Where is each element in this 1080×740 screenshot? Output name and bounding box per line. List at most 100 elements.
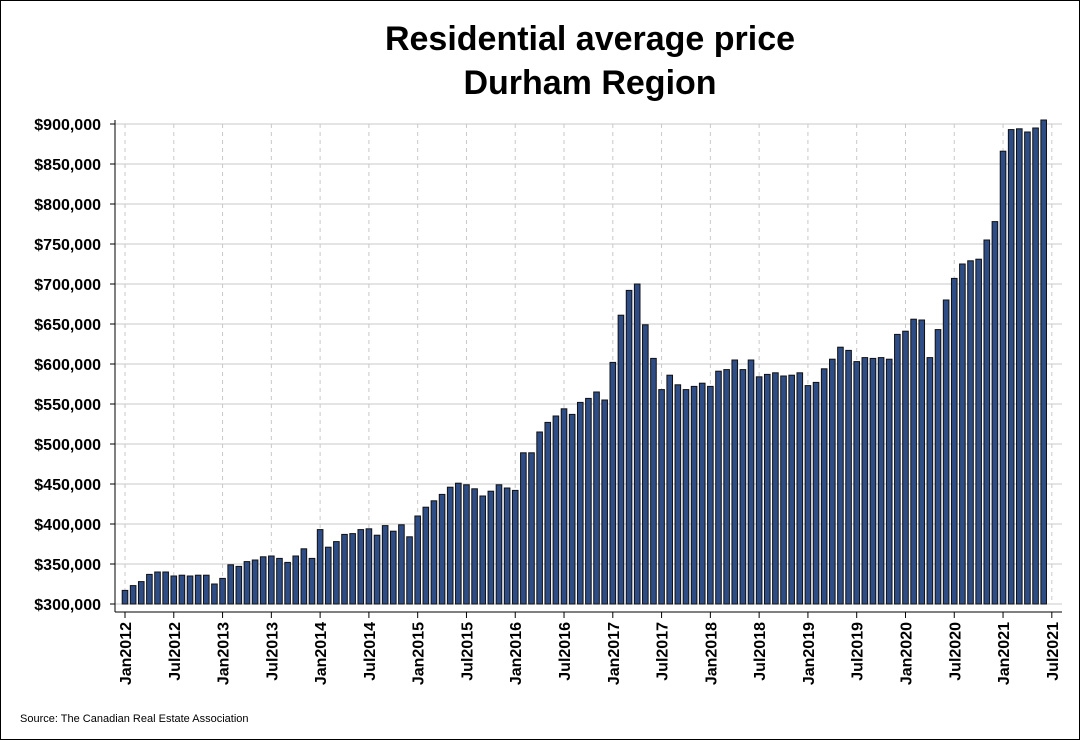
bar — [731, 359, 739, 605]
bar — [967, 260, 974, 605]
bar — [154, 571, 161, 605]
x-tick-label: Jan2018 — [703, 622, 720, 685]
bar — [763, 373, 771, 605]
y-tick-label: $550,000 — [34, 397, 101, 414]
bar — [698, 382, 706, 605]
bar — [837, 346, 844, 605]
bar — [316, 529, 324, 605]
bar — [373, 534, 381, 605]
bar — [211, 583, 218, 605]
y-tick-label: $750,000 — [34, 237, 101, 254]
y-tick-label: $400,000 — [34, 517, 101, 534]
bar — [999, 150, 1007, 605]
bar — [284, 561, 291, 605]
bar — [674, 384, 682, 605]
x-tick-label: Jan2012 — [118, 622, 135, 685]
bar — [1024, 131, 1031, 605]
x-tick-label: Jan2019 — [801, 622, 818, 685]
bar — [642, 324, 649, 605]
bar — [617, 314, 625, 605]
bar — [503, 487, 511, 605]
x-tick-label: Jan2015 — [411, 622, 428, 685]
x-tick-label: Jan2013 — [216, 622, 233, 685]
bar — [398, 524, 405, 605]
bar — [544, 421, 552, 605]
bar — [528, 452, 535, 605]
bar — [1016, 128, 1023, 605]
x-tick-label: Jul2016 — [557, 622, 574, 681]
chart-title: Durham Region — [463, 64, 716, 102]
bar — [463, 484, 470, 605]
bar — [194, 574, 202, 605]
bar — [243, 561, 251, 605]
bar — [324, 546, 332, 605]
bar — [747, 359, 755, 605]
bar — [991, 221, 999, 605]
bar — [414, 515, 421, 605]
bar — [894, 333, 901, 605]
x-tick-label: Jan2021 — [996, 622, 1013, 685]
chart-title: Residential average price — [385, 20, 795, 58]
bar — [333, 541, 340, 605]
bar — [308, 557, 316, 605]
x-tick-label: Jan2017 — [606, 622, 623, 685]
bar — [983, 239, 991, 605]
bar — [690, 385, 698, 605]
bar — [845, 349, 852, 605]
bar — [292, 555, 300, 605]
bar — [918, 319, 926, 605]
bar — [950, 277, 958, 605]
bar — [430, 500, 438, 605]
y-tick-label: $900,000 — [34, 117, 101, 134]
x-tick-label: Jul2021 — [1045, 622, 1062, 681]
bar — [219, 577, 226, 605]
bar — [829, 358, 836, 605]
bar — [934, 329, 942, 605]
bar — [877, 357, 885, 605]
bar — [902, 330, 909, 605]
bar — [861, 357, 869, 605]
y-tick-label: $300,000 — [34, 597, 101, 614]
y-tick-label: $500,000 — [34, 437, 101, 454]
bar — [593, 391, 600, 605]
bar — [520, 452, 527, 605]
bar — [788, 374, 795, 605]
bar — [471, 488, 478, 605]
bar — [121, 589, 129, 605]
bar — [796, 372, 804, 605]
bar — [739, 369, 747, 605]
bar — [341, 533, 348, 605]
x-tick-label: Jul2020 — [947, 622, 964, 681]
bar — [1007, 129, 1015, 605]
bar — [975, 258, 982, 605]
x-tick-label: Jul2012 — [167, 622, 184, 681]
bar — [349, 533, 356, 605]
bar — [259, 556, 267, 605]
bar — [129, 585, 137, 605]
bar — [804, 385, 812, 605]
bar — [178, 574, 186, 605]
bar — [170, 575, 178, 605]
bar — [820, 368, 828, 605]
bar — [251, 559, 259, 605]
bar — [650, 357, 657, 605]
bar — [455, 482, 462, 605]
bar — [1040, 119, 1047, 605]
bar — [658, 389, 665, 605]
bar — [536, 431, 543, 605]
bar — [682, 389, 690, 605]
bar — [723, 369, 730, 605]
bar — [666, 374, 674, 605]
bar — [601, 399, 608, 605]
x-tick-label: Jan2014 — [313, 622, 330, 685]
bar — [235, 565, 243, 605]
bar — [910, 318, 917, 605]
bar — [885, 358, 893, 605]
bar — [438, 493, 446, 605]
bar — [276, 557, 283, 605]
bar — [389, 530, 397, 605]
x-tick-label: Jul2017 — [655, 622, 672, 681]
bar — [780, 375, 787, 605]
